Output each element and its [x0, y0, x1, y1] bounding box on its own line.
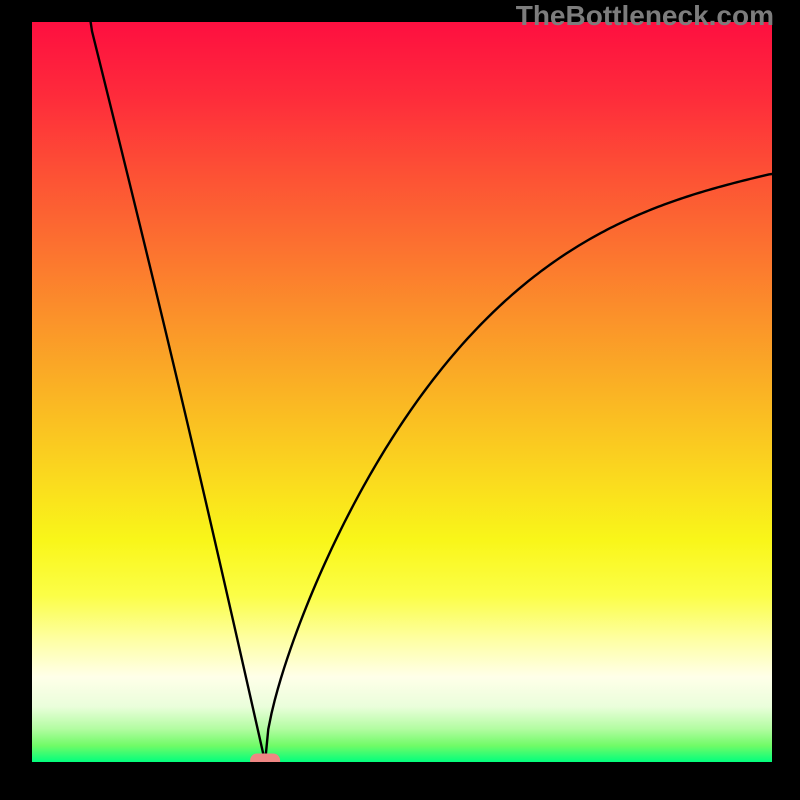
- gradient-background: [32, 22, 772, 762]
- plot-area: [32, 22, 772, 762]
- watermark-text: TheBottleneck.com: [516, 0, 774, 32]
- minimum-marker: [250, 754, 280, 763]
- chart-svg: [32, 22, 772, 762]
